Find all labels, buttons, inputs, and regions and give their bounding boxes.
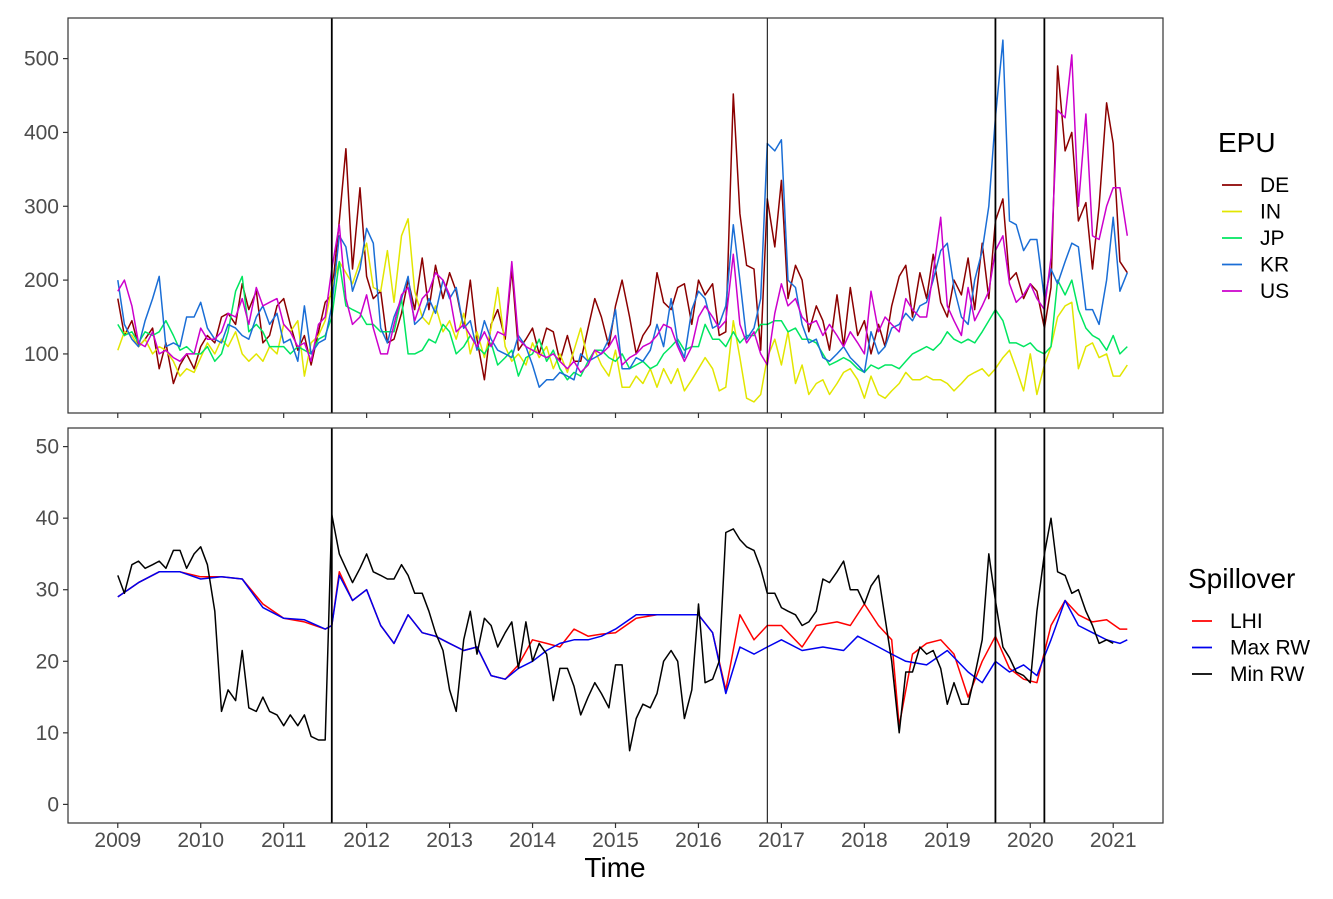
x-tick-label: 2018 bbox=[841, 829, 888, 852]
x-tick-label: 2019 bbox=[924, 829, 971, 852]
y-tick-label: 400 bbox=[24, 121, 59, 144]
series-line-kr bbox=[117, 39, 1128, 388]
series-group bbox=[117, 39, 1129, 403]
x-tick-label: 2021 bbox=[1090, 829, 1137, 852]
panel-border bbox=[67, 427, 1164, 824]
top-panel: 100 200 300 400 500 bbox=[24, 17, 1164, 418]
x-tick-label: 2017 bbox=[758, 829, 805, 852]
y-tick-label: 200 bbox=[24, 269, 59, 292]
x-axis-title: Time bbox=[584, 852, 645, 883]
x-tick-label: 2012 bbox=[343, 829, 390, 852]
legend-label: KR bbox=[1260, 254, 1289, 277]
x-tick-label: 2016 bbox=[675, 829, 722, 852]
series-line-us bbox=[117, 54, 1129, 374]
legend-label: JP bbox=[1260, 227, 1285, 250]
legend-label: US bbox=[1260, 280, 1289, 303]
x-tick-label: 2010 bbox=[177, 829, 224, 852]
legend-label: Min RW bbox=[1230, 663, 1304, 686]
x-tick-label: 2014 bbox=[509, 829, 556, 852]
series-line-jp bbox=[117, 260, 1128, 381]
x-tick-label: 2015 bbox=[592, 829, 639, 852]
legend-title-spillover: Spillover bbox=[1188, 563, 1295, 594]
series-line-max-rw bbox=[117, 571, 1128, 695]
x-tick-label: 2020 bbox=[1007, 829, 1054, 852]
legend-label: Max RW bbox=[1230, 637, 1310, 660]
x-tick-label: 2013 bbox=[426, 829, 473, 852]
y-tick-label: 0 bbox=[47, 793, 59, 816]
bottom-panel: 0 10 20 30 40 50 2009 2010 2011 2012 2013 2014 2015 2… bbox=[36, 427, 1164, 852]
y-tick-label: 500 bbox=[24, 48, 59, 71]
legend-spillover: Spillover LHI Max RW Min RW bbox=[1188, 563, 1310, 686]
series-line-min-rw bbox=[117, 513, 1114, 752]
legend-epu: EPU DE IN JP KR US bbox=[1218, 127, 1289, 303]
y-tick-label: 10 bbox=[36, 722, 59, 745]
legend-title-epu: EPU bbox=[1218, 127, 1276, 158]
y-tick-label: 20 bbox=[36, 650, 59, 673]
y-tick-label: 100 bbox=[24, 343, 59, 366]
x-tick-label: 2009 bbox=[94, 829, 141, 852]
y-tick-label: 300 bbox=[24, 195, 59, 218]
legend-label: LHI bbox=[1230, 610, 1263, 633]
panel-border bbox=[67, 17, 1164, 414]
series-group bbox=[117, 513, 1128, 752]
y-tick-label: 30 bbox=[36, 579, 59, 602]
x-tick-label: 2011 bbox=[261, 829, 306, 852]
y-tick-label: 50 bbox=[36, 436, 59, 459]
series-line-de bbox=[117, 65, 1128, 385]
legend-label: DE bbox=[1260, 174, 1289, 197]
legend-label: IN bbox=[1260, 201, 1281, 224]
y-tick-label: 40 bbox=[36, 507, 59, 530]
